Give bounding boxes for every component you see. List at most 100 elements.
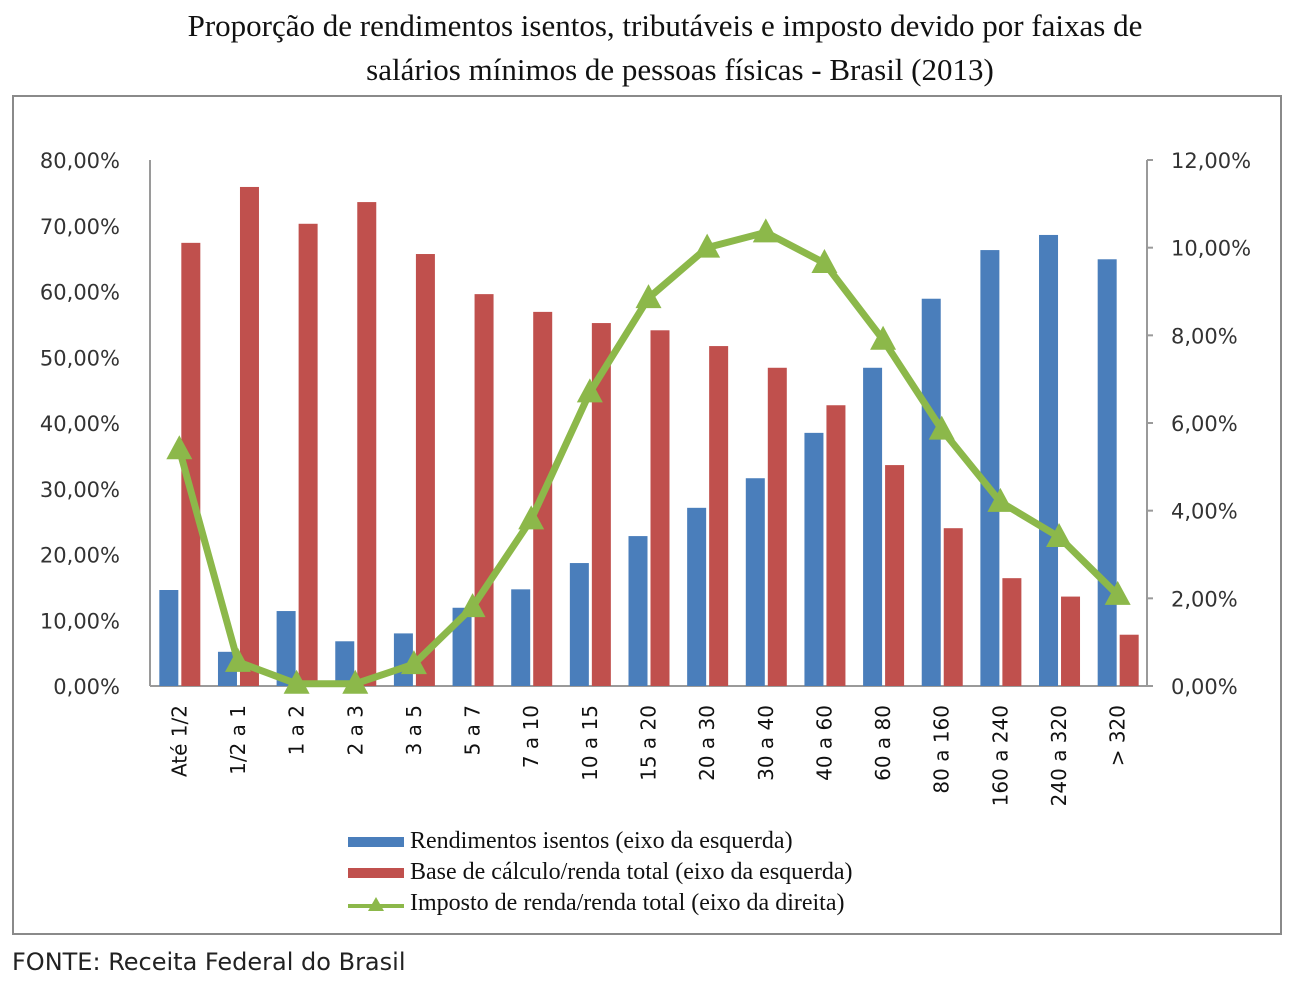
category-label: 5 a 7	[461, 705, 485, 755]
bar-base-calculo	[591, 323, 611, 686]
legend-item-isentos: Rendimentos isentos (eixo da esquerda)	[348, 826, 852, 857]
imposto-point	[166, 435, 193, 460]
bar-base-calculo	[1119, 634, 1139, 686]
category-label: Até 1/2	[167, 705, 191, 777]
bars	[159, 186, 1139, 686]
bar-rendimentos-isentos	[159, 590, 179, 686]
right-tick-label: 2,00%	[1171, 587, 1238, 611]
bar-base-calculo	[415, 254, 435, 686]
bar-base-calculo	[298, 223, 318, 686]
category-label: > 320	[1106, 705, 1130, 766]
right-tick-label: 8,00%	[1171, 324, 1238, 348]
bar-base-calculo	[826, 405, 846, 686]
legend-item-imposto: Imposto de renda/renda total (eixo da di…	[348, 888, 852, 919]
line-series	[166, 218, 1131, 694]
category-label: 3 a 5	[402, 705, 426, 755]
bar-base-calculo	[709, 346, 729, 686]
bar-base-calculo	[767, 367, 787, 686]
bar-base-calculo	[1061, 596, 1081, 686]
legend-label: Rendimentos isentos (eixo da esquerda)	[410, 828, 793, 854]
imposto-point	[576, 378, 603, 403]
right-tick-label: 6,00%	[1171, 412, 1238, 436]
imposto-point	[459, 593, 486, 618]
bar-rendimentos-isentos	[628, 536, 648, 686]
imposto-point	[694, 233, 721, 258]
bar-rendimentos-isentos	[1039, 234, 1059, 686]
left-tick-label: 50,00%	[40, 346, 120, 370]
imposto-point	[928, 415, 955, 440]
legend-item-base: Base de cálculo/renda total (eixo da esq…	[348, 857, 852, 888]
left-tick-label: 30,00%	[40, 478, 120, 502]
imposto-point	[283, 669, 310, 694]
category-label: 240 a 320	[1047, 705, 1071, 806]
bar-rendimentos-isentos	[452, 607, 472, 686]
bar-base-calculo	[474, 294, 494, 686]
bar-rendimentos-isentos	[276, 611, 296, 686]
imposto-point	[342, 669, 369, 694]
category-label: 40 a 60	[812, 705, 836, 781]
legend-swatch-red	[348, 867, 404, 878]
imposto-point	[400, 650, 427, 675]
bar-base-calculo	[357, 202, 377, 686]
bar-rendimentos-isentos	[687, 507, 707, 686]
left-tick-label: 70,00%	[40, 215, 120, 239]
legend: Rendimentos isentos (eixo da esquerda) B…	[348, 826, 852, 919]
imposto-point	[224, 647, 251, 672]
imposto-point	[1046, 522, 1073, 547]
imposto-point	[752, 218, 779, 243]
left-tick-label: 80,00%	[40, 149, 120, 173]
category-label: 80 a 160	[930, 705, 954, 794]
category-label: 15 a 20	[637, 705, 661, 781]
left-tick-label: 10,00%	[40, 609, 120, 633]
bar-rendimentos-isentos	[804, 432, 824, 686]
category-label: 1/2 a 1	[226, 705, 250, 775]
category-label: 1 a 2	[285, 705, 309, 755]
right-tick-label: 12,00%	[1171, 149, 1251, 173]
right-tick-label: 4,00%	[1171, 500, 1238, 524]
imposto-point	[635, 284, 662, 309]
bar-rendimentos-isentos	[1097, 259, 1117, 686]
imposto-point	[1104, 580, 1131, 605]
legend-label: Base de cálculo/renda total (eixo da esq…	[410, 859, 853, 885]
bar-rendimentos-isentos	[335, 641, 355, 686]
right-tick-label: 10,00%	[1171, 237, 1251, 261]
category-label: 20 a 30	[695, 705, 719, 781]
imposto-point	[518, 505, 545, 530]
bar-rendimentos-isentos	[980, 250, 1000, 686]
bar-base-calculo	[181, 242, 201, 686]
chart-frame	[12, 95, 1282, 935]
bar-rendimentos-isentos	[569, 563, 589, 686]
category-labels: Até 1/2 1/2 a 1 1 a 2 2 a 3 3 a 5 5 a 7 7 a 10…	[167, 705, 1129, 806]
category-label: 60 a 80	[871, 705, 895, 781]
chart-title-line1: Proporção de rendimentos isentos, tribut…	[187, 8, 1143, 43]
left-tick-label: 40,00%	[40, 412, 120, 436]
imposto-point	[987, 487, 1014, 512]
right-tick-label: 0,00%	[1171, 675, 1238, 699]
bar-base-calculo	[885, 465, 905, 686]
left-tick-label: 60,00%	[40, 281, 120, 305]
category-label: 30 a 40	[754, 705, 778, 781]
category-label: 2 a 3	[343, 705, 367, 755]
chart-title-line2: salários mínimos de pessoas físicas - Br…	[366, 52, 994, 87]
left-tick-label: 0,00%	[53, 675, 120, 699]
bar-base-calculo	[943, 528, 963, 686]
legend-swatch-blue	[348, 836, 404, 847]
source-note: FONTE: Receita Federal do Brasil	[12, 948, 406, 976]
left-axis: 0,00% 10,00% 20,00% 30,00% 40,00% 50,00% 60,00…	[40, 149, 1147, 699]
chart-title: Proporção de rendimentos isentos, tribut…	[0, 4, 1300, 92]
bar-rendimentos-isentos	[745, 478, 765, 686]
category-label: 10 a 15	[578, 705, 602, 781]
bar-base-calculo	[650, 330, 670, 686]
legend-label: Imposto de renda/renda total (eixo da di…	[410, 890, 845, 916]
category-label: 7 a 10	[519, 705, 543, 768]
bar-rendimentos-isentos	[511, 589, 531, 686]
right-axis: 0,00% 2,00% 4,00% 6,00% 8,00% 10,00% 12,00%	[1146, 149, 1251, 699]
imposto-point	[811, 249, 838, 274]
bar-rendimentos-isentos	[921, 298, 941, 686]
left-tick-label: 20,00%	[40, 544, 120, 568]
bar-base-calculo	[239, 186, 259, 686]
bar-rendimentos-isentos	[863, 367, 883, 686]
bar-base-calculo	[1002, 578, 1022, 686]
legend-line-triangle-icon	[348, 896, 404, 911]
